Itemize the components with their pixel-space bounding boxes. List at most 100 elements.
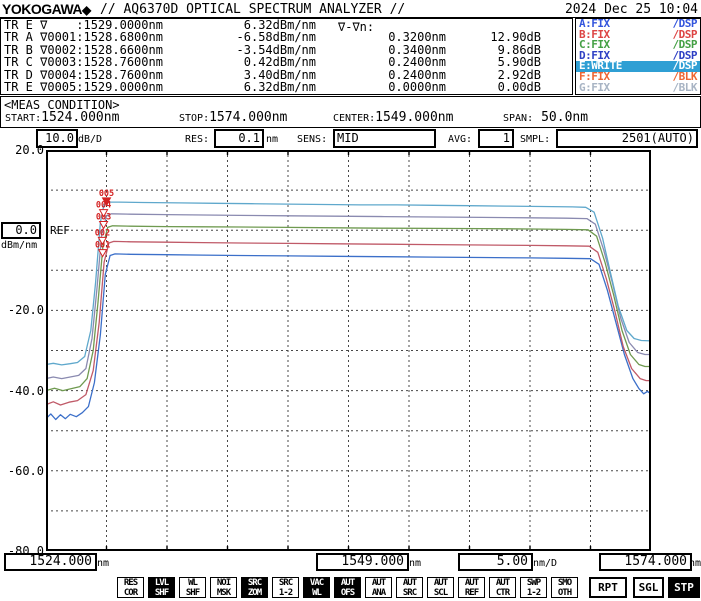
softkey-label: AUT [433,578,448,588]
trace-display-mode: /DSP [672,38,698,52]
plot-border [46,150,651,551]
trace-status-a[interactable]: A:FIX/DSP [576,17,700,30]
softkey-aut-ctr[interactable]: AUT CTR [489,577,516,598]
trace-b [46,240,651,406]
trace-cell: 6.32dBm/nm [243,79,316,94]
softkey-aut-ana[interactable]: AUT ANA [365,577,392,598]
smpl-box[interactable]: 2501(AUTO) [556,129,698,148]
trace-status-f[interactable]: F:FIX/BLK [576,69,700,83]
softkey-label: SRC [278,578,293,588]
marker-triangle-004 [98,209,109,218]
softkey-src-zom[interactable]: SRC ZOM [241,577,268,598]
softkey-aut-scl[interactable]: AUT SCL [427,577,454,598]
softkey-label: SCL [433,588,448,598]
y-tick-neg20: -20.0 [7,303,44,317]
softkey-res-cor[interactable]: RES COR [117,577,144,598]
softkey-swp-1-2[interactable]: SWP 1-2 [520,577,547,598]
softkey-lvl-shf[interactable]: LVL SHF [148,577,175,598]
diamond-icon: ◆ [82,3,91,17]
softkey-label: NOI [216,578,231,588]
trace-status-label: C:FIX [579,38,610,52]
trace-status-c[interactable]: C:FIX/DSP [576,38,700,52]
trace-display-mode: /DSP [672,27,698,41]
softkey-label: MSK [216,588,231,598]
level-scale-box[interactable]: 10.0 [36,129,78,148]
y-tick-neg60: -60.0 [7,464,44,478]
trace-display-mode: /BLK [672,80,698,94]
trace-cell: 6.32dBm/nm [243,18,316,32]
action-key-sgl[interactable]: SGL [633,577,664,598]
span-field: SPAN: 50.0nm [503,110,589,125]
scale-per-div-box[interactable]: 5.00 [458,553,533,571]
center-wavelength-box[interactable]: 1549.000 [316,553,409,571]
trace-readout-table: ∇-∇n: TR E ∇ :1529.0000nm 6.32dBm/nm TR A … [0,18,573,95]
trace-a [46,253,651,421]
datetime: 2024 Dec 25 10:04 [564,2,698,17]
softkey-label: OFS [340,588,355,598]
softkey-wl-shf[interactable]: WL SHF [179,577,206,598]
trace-e [46,201,651,366]
softkey-aut-ref[interactable]: AUT REF [458,577,485,598]
softkey-label: ANA [371,588,386,598]
trace-cell: 0.3200nm [388,30,446,45]
softkey-label: SWP [526,578,541,588]
action-key-stp[interactable]: STP [668,577,700,598]
trace-cell: 3.40dBm/nm [243,67,316,82]
res-box[interactable]: 0.1 [214,129,264,148]
softkey-label: 1-2 [526,588,541,598]
trace-cell: 9.86dB [497,42,541,57]
trace-row: TR E ∇ :1529.0000nm 6.32dBm/nm [1,18,572,32]
delta-column-header: ∇-∇n: [338,20,375,34]
res-label: RES: [185,134,210,145]
softkey-aut-src[interactable]: AUT SRC [396,577,423,598]
trace-status-b[interactable]: B:FIX/DSP [576,27,700,41]
trace-status-e[interactable]: E:WRITE/DSP [576,61,700,72]
softkey-smo-oth[interactable]: SMO OTH [551,577,578,598]
trace-display-mode: /BLK [672,69,698,83]
sens-box[interactable]: MID [333,129,436,148]
softkey-noi-msk[interactable]: NOI MSK [210,577,237,598]
trace-status-label: B:FIX [579,27,610,41]
softkey-label: REF [464,588,479,598]
trace-status-panel: A:FIX/DSP B:FIX/DSP C:FIX/DSP D:FIX/DSP E:WR… [575,18,701,95]
marker-triangle-005 [101,197,112,206]
softkey-label: AUT [402,578,417,588]
trace-cell: 0.00dB [497,79,541,94]
softkey-label: AUT [371,578,386,588]
ref-line-label: REF [50,224,70,237]
trace-status-label: F:FIX [579,69,610,83]
action-key-rpt[interactable]: RPT [589,577,627,598]
trace-cell: 0.0000nm [388,79,446,94]
trace-cell: 0.42dBm/nm [243,55,316,70]
softkey-label: AUT [340,578,355,588]
stop-wavelength-box[interactable]: 1574.000 [599,553,692,571]
y-tick-20: 20.0 [15,143,44,157]
trace-cell: TR C ∇0003:1528.7600nm [4,55,163,70]
start-wavelength-box[interactable]: 1524.000 [4,553,97,571]
trace-display-mode: /DSP [672,17,698,30]
softkey-aut-ofs[interactable]: AUT OFS [334,577,361,598]
ref-level-box[interactable]: 0.0 [1,222,41,239]
avg-box[interactable]: 1 [478,129,514,148]
trace-status-d[interactable]: D:FIX/DSP [576,50,700,62]
trace-status-g[interactable]: G:FIX/BLK [576,80,700,94]
center-unit: nm [409,558,422,569]
trace-row: TR C ∇0003:1528.7600nm 0.42dBm/nm 0.2400nm… [1,55,572,70]
marker-triangle-001 [97,249,108,258]
softkey-vac-wl[interactable]: VAC WL [303,577,330,598]
trace-cell: 0.2400nm [388,55,446,70]
trace-cell: TR B ∇0002:1528.6600nm [4,42,163,57]
yokogawa-logo: YOKOGAWA◆ [2,1,91,17]
header-bar: YOKOGAWA◆ // AQ6370D OPTICAL SPECTRUM AN… [0,0,701,18]
trace-status-label: E:WRITE [579,59,622,73]
trace-row: TR B ∇0002:1528.6600nm -3.54dBm/nm 0.3400n… [1,42,572,57]
trace-c [46,225,651,392]
softkey-src-1-2[interactable]: SRC 1-2 [272,577,299,598]
marker-triangle-003 [98,221,109,230]
trace-row: TR E ∇0005:1529.0000nm 6.32dBm/nm 0.0000nm… [1,79,572,94]
trace-display-mode: /DSP [672,59,698,73]
stop-field: STOP:1574.000nm [179,110,288,125]
trace-cell: TR E ∇ :1529.0000nm [4,18,163,32]
softkey-label: SHF [154,588,169,598]
